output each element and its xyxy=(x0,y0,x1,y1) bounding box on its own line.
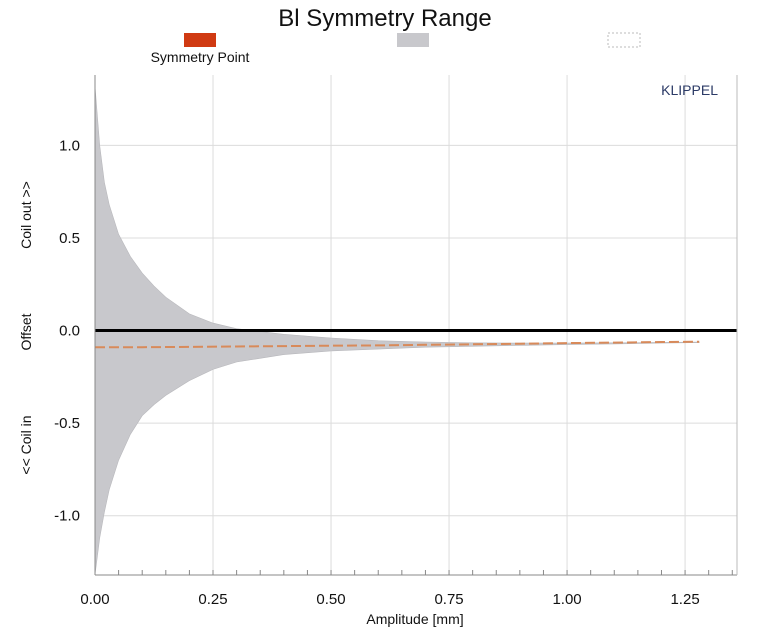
x-tick-label: 1.25 xyxy=(670,591,699,608)
legend: Symmetry Point xyxy=(151,32,641,65)
chart-title: Bl Symmetry Range xyxy=(278,5,491,32)
klippel-watermark: KLIPPEL xyxy=(661,82,718,98)
x-tick-label: 0.00 xyxy=(80,591,109,608)
y-axis-label: << Coil in Offset Coil out >> xyxy=(18,181,34,474)
y-tick-label: 0.0 xyxy=(59,323,80,340)
y-axis-label-offset: Offset xyxy=(18,313,34,350)
symmetry-point-line xyxy=(95,340,700,349)
legend-swatch-1 xyxy=(397,33,429,47)
x-axis-label: Amplitude [mm] xyxy=(366,611,463,627)
y-tick-label: 1.0 xyxy=(59,137,80,154)
y-axis-label-coil-out: Coil out >> xyxy=(18,181,34,249)
y-tick-label: -1.0 xyxy=(54,508,80,525)
y-axis-label-coil-in: << Coil in xyxy=(18,415,34,474)
plot-area: 0.00 0.25 0.50 0.75 1.00 1.25 1.0 0.5 0.0 -0.5 -1.… xyxy=(54,75,738,608)
legend-swatch-0 xyxy=(184,33,216,47)
x-tick-label: 0.25 xyxy=(198,591,227,608)
y-tick-label: 0.5 xyxy=(59,230,80,247)
legend-swatch-2 xyxy=(607,32,641,48)
legend-label-0: Symmetry Point xyxy=(151,49,250,65)
x-tick-label: 0.75 xyxy=(434,591,463,608)
x-tick-label: 0.50 xyxy=(316,591,345,608)
x-tick-label: 1.00 xyxy=(552,591,581,608)
y-tick-label: -0.5 xyxy=(54,415,80,432)
